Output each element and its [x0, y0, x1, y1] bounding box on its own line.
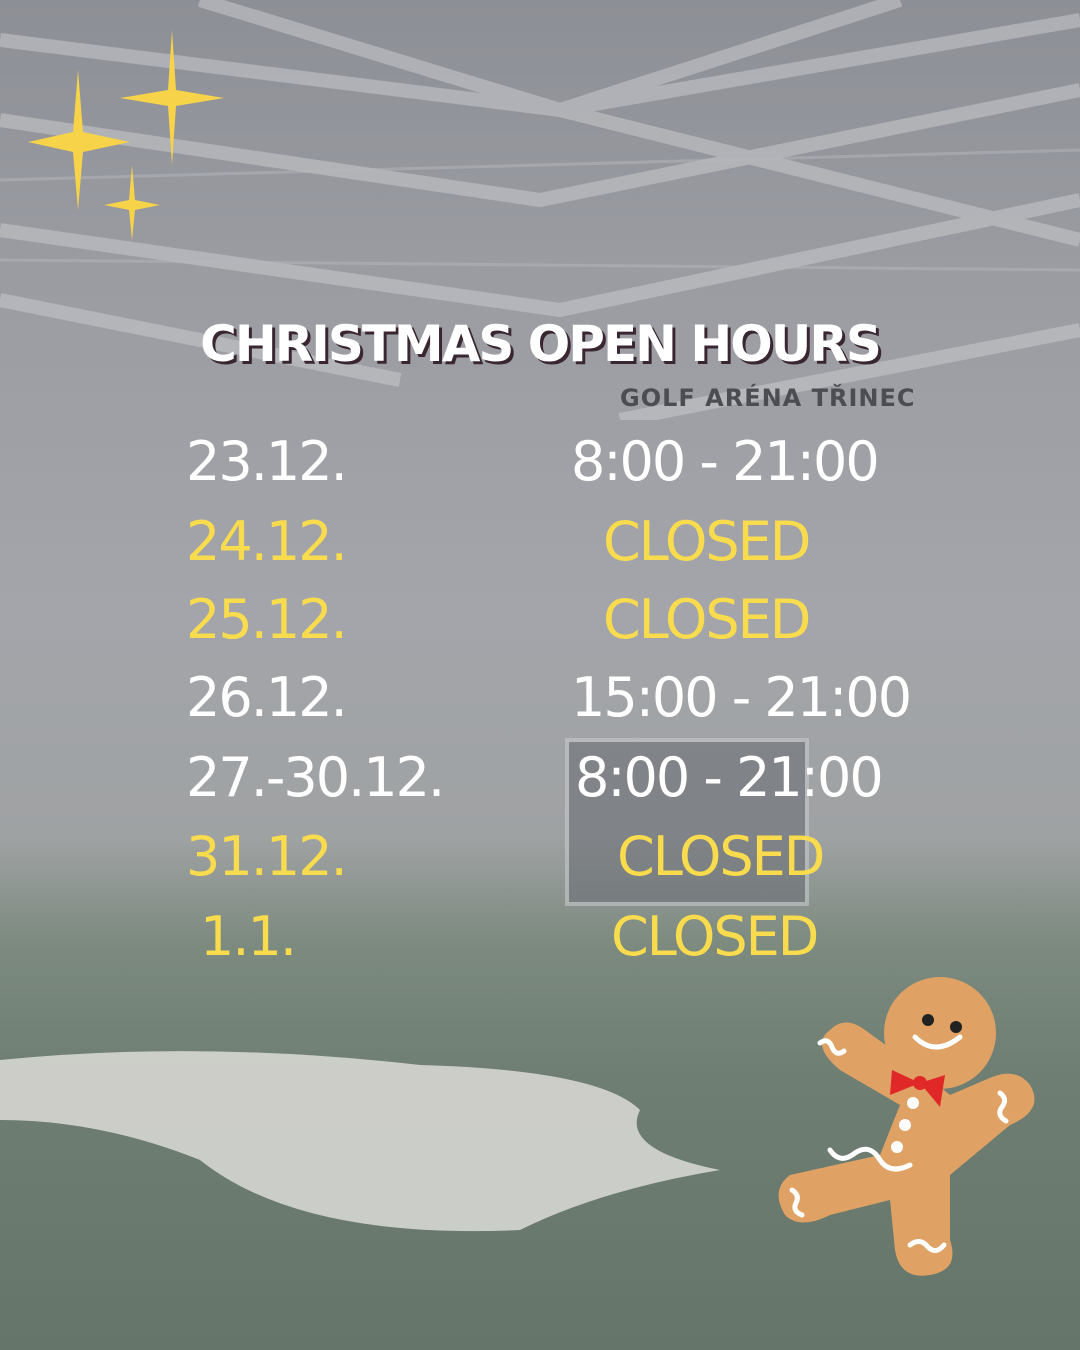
schedule-hours: CLOSED	[611, 905, 819, 968]
schedule-row: 24.12. CLOSED	[0, 507, 1080, 577]
schedule-date: 25.12.	[186, 588, 348, 651]
schedule-date: 27.-30.12.	[186, 746, 445, 809]
schedule-date: 31.12.	[186, 825, 348, 888]
schedule-hours: 15:00 - 21:00	[571, 666, 912, 729]
ceiling-beams	[0, 0, 1080, 420]
schedule-date: 23.12.	[186, 430, 348, 493]
schedule-date: 26.12.	[186, 666, 348, 729]
schedule-row: 1.1. CLOSED	[0, 902, 1080, 972]
schedule-hours: CLOSED	[603, 510, 811, 573]
sparkle-stars-icon	[28, 30, 224, 240]
schedule-hours: CLOSED	[617, 825, 825, 888]
schedule-date: 24.12.	[186, 510, 348, 573]
schedule-hours: 8:00 - 21:00	[571, 430, 880, 493]
sand-bunker	[0, 1051, 720, 1232]
schedule-date: 1.1.	[200, 905, 297, 968]
schedule-row: 25.12. CLOSED	[0, 585, 1080, 655]
schedule-row: 31.12. CLOSED	[0, 822, 1080, 892]
gingerbread-man-icon	[778, 977, 1035, 1276]
schedule-row: 27.-30.12. 8:00 - 21:00	[0, 743, 1080, 813]
background-window	[565, 738, 809, 906]
background-sign: GOLF ARÉNA TŘINEC	[620, 384, 916, 412]
schedule-row: 26.12. 15:00 - 21:00	[0, 663, 1080, 733]
schedule-row: 23.12. 8:00 - 21:00	[0, 427, 1080, 497]
schedule-hours: CLOSED	[603, 588, 811, 651]
page-title: CHRISTMAS OPEN HOURS	[200, 315, 882, 373]
schedule-hours: 8:00 - 21:00	[575, 746, 884, 809]
